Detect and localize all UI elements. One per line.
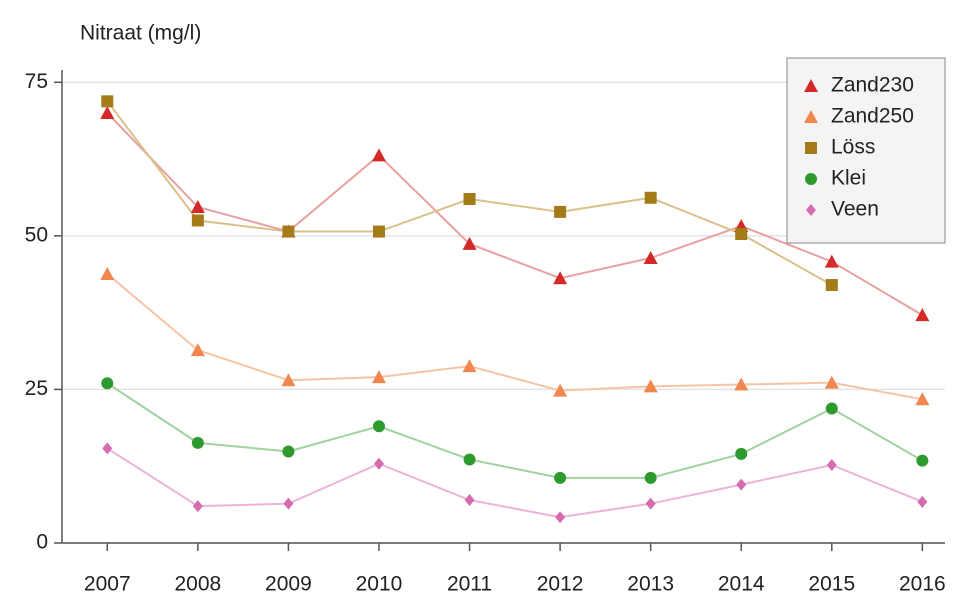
marker [371, 148, 386, 162]
marker [371, 370, 386, 384]
marker [917, 495, 928, 508]
x-tick-label: 2012 [537, 573, 584, 596]
legend: Zand230 Zand250 Löss Klei Veen [786, 57, 946, 244]
legend-label: Veen [831, 198, 879, 221]
marker [824, 375, 839, 389]
marker [825, 279, 838, 291]
marker [645, 497, 656, 510]
marker [372, 420, 385, 433]
series-line [106, 447, 923, 519]
marker [554, 205, 567, 218]
marker [283, 497, 294, 510]
marker [554, 471, 567, 484]
marker [463, 453, 476, 466]
x-tick-label: 2010 [356, 573, 403, 596]
marker [916, 454, 929, 467]
marker [190, 343, 205, 357]
marker [373, 457, 384, 470]
legend-label: Klei [831, 167, 866, 190]
marker [915, 392, 930, 406]
marker [824, 254, 839, 268]
marker [462, 359, 477, 373]
marker [825, 402, 838, 415]
series-line [106, 382, 923, 479]
x-tick-label: 2008 [174, 573, 221, 596]
y-tick-label: 75 [25, 70, 48, 93]
marker [102, 442, 113, 455]
marker [192, 500, 203, 513]
marker [555, 511, 566, 524]
x-tick-label: 2015 [808, 573, 855, 596]
marker [644, 471, 657, 484]
marker [282, 225, 295, 238]
marker [805, 173, 817, 185]
marker [553, 383, 568, 397]
x-tick-label: 2007 [84, 573, 131, 596]
marker [281, 373, 296, 387]
y-axis-title: Nitraat (mg/l) [80, 22, 201, 45]
marker [804, 110, 818, 123]
marker [191, 436, 204, 449]
marker [804, 79, 818, 92]
marker [643, 250, 658, 264]
marker [915, 308, 930, 322]
marker [736, 478, 747, 491]
marker [735, 228, 748, 241]
marker [100, 266, 115, 280]
marker [826, 458, 837, 471]
marker [735, 447, 748, 460]
x-tick-label: 2011 [447, 573, 492, 596]
marker [100, 106, 115, 119]
series-line [106, 112, 923, 316]
y-tick-label: 0 [36, 531, 48, 554]
x-tick-label: 2013 [627, 573, 674, 596]
marker [282, 445, 295, 458]
marker [464, 494, 475, 506]
marker [553, 271, 568, 285]
marker [101, 377, 114, 390]
legend-label: Zand230 [831, 74, 914, 97]
y-tick-label: 50 [25, 223, 48, 246]
series-line [106, 273, 923, 401]
legend-label: Löss [831, 136, 875, 159]
marker [643, 379, 658, 393]
marker [806, 204, 816, 216]
marker [463, 193, 476, 205]
x-tick-label: 2014 [718, 573, 765, 596]
marker [644, 191, 657, 204]
y-tick-label: 25 [25, 377, 48, 400]
marker [372, 225, 385, 238]
x-tick-label: 2016 [899, 573, 946, 596]
marker [191, 214, 204, 227]
legend-label: Zand250 [831, 105, 914, 128]
marker [805, 142, 817, 154]
x-tick-label: 2009 [265, 573, 312, 596]
marker [101, 95, 114, 108]
marker [734, 377, 749, 391]
marker [190, 199, 205, 213]
marker [462, 236, 477, 250]
